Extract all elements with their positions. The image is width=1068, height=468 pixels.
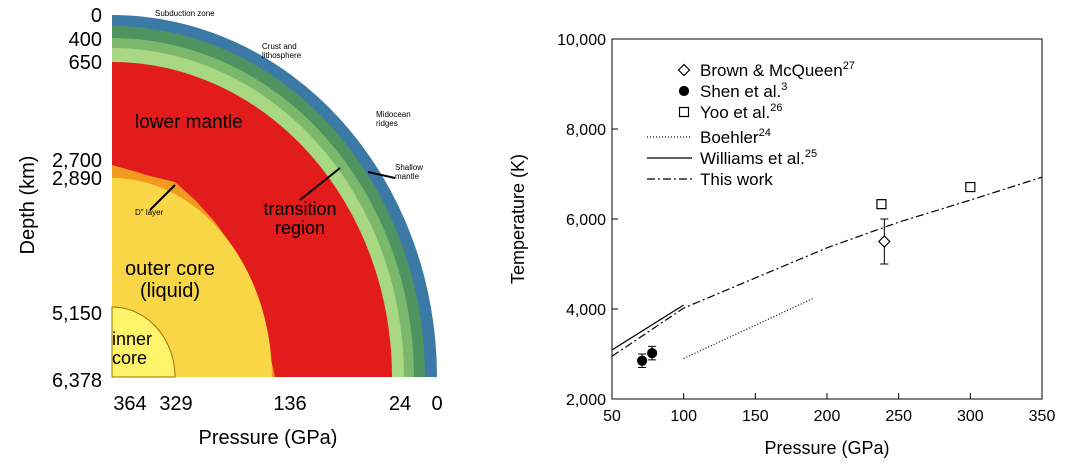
y-tick-label: 2,000 [566, 392, 606, 409]
arrow [367, 171, 396, 179]
legend-ref: 3 [781, 81, 787, 93]
depth-tick: 400 [69, 29, 102, 51]
x-tick-label: 350 [1029, 408, 1056, 425]
pressure-tick: 24 [389, 393, 411, 415]
legend-marker [678, 85, 690, 97]
pressure-title: Pressure (GPa) [199, 427, 338, 449]
label: Shallow mantle [395, 163, 424, 181]
legend-name: Williams et al. [700, 149, 805, 168]
x-tick-label: 250 [885, 408, 912, 425]
inner-core [111, 306, 176, 378]
pressure-tick: 329 [159, 393, 192, 415]
chart: Temperature (K) Pressure (GPa) 2,000 4,00… [508, 32, 1055, 458]
point [636, 355, 648, 366]
depth-tick: 2,700 [52, 150, 102, 172]
x-tick-label: 50 [603, 408, 621, 425]
legend-entry: Brown & McQueen27 [700, 60, 855, 80]
x-tick-label: 300 [957, 408, 984, 425]
x-tick-label: 100 [670, 408, 697, 425]
legend-ref: 26 [770, 102, 782, 114]
legend-ref: 27 [843, 60, 855, 72]
legend-name: Shen et al. [700, 82, 781, 101]
legend-entry: This work [700, 170, 773, 189]
label: transition region [263, 200, 337, 238]
label: Crust and lithosphere [262, 42, 302, 60]
series-line [683, 298, 813, 360]
y-tick-label: 4,000 [566, 302, 606, 319]
depth-tick: 6,378 [52, 370, 102, 392]
legend-marker [678, 106, 690, 118]
pressure-tick: 0 [431, 393, 442, 415]
legend-entry: Williams et al.25 [700, 148, 817, 168]
label-box: transition region [263, 200, 337, 238]
pressure-tick: 136 [273, 393, 306, 415]
depth-title: Depth (km) [17, 156, 39, 255]
label-box: outer core (liquid) [124, 258, 216, 302]
label-box: Midocean ridges [376, 110, 411, 128]
label-box: Shallow mantle [395, 163, 424, 181]
y-axis-title: Temperature (K) [508, 154, 528, 284]
depth-tick: 2,890 [52, 168, 102, 190]
legend-name: Yoo et al. [700, 103, 770, 122]
label: inner core [112, 330, 153, 368]
legend-entry: Shen et al.3 [700, 81, 787, 101]
point [877, 235, 891, 248]
legend-marker [677, 63, 691, 77]
label-box: inner core [112, 330, 153, 368]
series-line [611, 176, 1043, 357]
arrow [299, 167, 341, 201]
label-box: Crust and lithosphere [262, 42, 302, 60]
x-tick-label: 200 [814, 408, 841, 425]
y-tick-label: 6,000 [566, 212, 606, 229]
legend-name: Brown & McQueen [700, 61, 843, 80]
depth-tick: 5,150 [52, 303, 102, 325]
point [965, 181, 976, 193]
legend-ref: 24 [759, 127, 771, 139]
label: Midocean ridges [376, 110, 411, 128]
x-tick-label: 150 [742, 408, 769, 425]
legend-name: This work [700, 170, 773, 189]
legend-name: Boehler [700, 128, 759, 147]
plot-frame [611, 38, 1043, 400]
arrow [149, 184, 176, 211]
y-tick-label: 8,000 [566, 122, 606, 139]
label: D" layer [135, 208, 164, 217]
y-tick-label: 10,000 [557, 32, 606, 49]
label: Subduction zone [155, 9, 215, 18]
legend-entry: Boehler24 [700, 127, 771, 147]
label: lower mantle [135, 112, 243, 133]
depth-tick: 650 [69, 52, 102, 74]
legend-entry: Yoo et al.26 [700, 102, 783, 122]
x-axis-title: Pressure (GPa) [764, 438, 889, 458]
series-line [611, 304, 684, 351]
point [647, 348, 658, 359]
pressure-tick: 364 [113, 393, 146, 415]
label: outer core (liquid) [124, 258, 216, 302]
point [876, 199, 887, 210]
legend-ref: 25 [805, 148, 817, 160]
earth-diagram: 0 400 650 2,700 2,890 5,150 6,378 Depth … [17, 5, 443, 449]
depth-tick: 0 [91, 5, 102, 27]
